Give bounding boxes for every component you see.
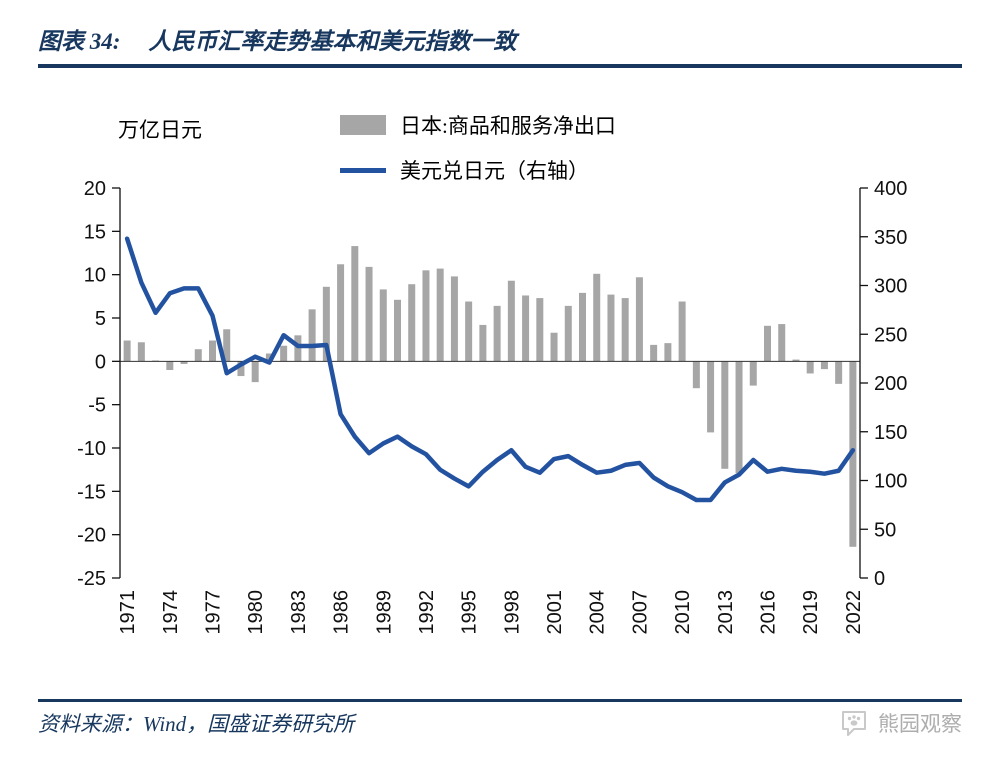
svg-text:2013: 2013: [715, 590, 737, 635]
svg-text:1986: 1986: [331, 590, 353, 635]
axis-unit-label: 万亿日元: [118, 118, 202, 142]
watermark: 熊园观察: [839, 708, 962, 738]
svg-text:1980: 1980: [245, 590, 267, 635]
svg-text:2022: 2022: [843, 590, 865, 635]
legend-bar-label: 日本:商品和服务净出口: [400, 114, 616, 138]
svg-text:2010: 2010: [672, 590, 694, 635]
svg-text:15: 15: [84, 221, 106, 243]
svg-text:-10: -10: [77, 438, 106, 460]
legend-item-line: 美元兑日元（右轴）: [340, 155, 616, 185]
right-axis: 400 350 300 250 200 150 100 50 0: [859, 178, 907, 590]
chart-canvas: 20151050-5-10-15-20-25400350300250200150…: [77, 178, 907, 635]
svg-text:150: 150: [874, 422, 907, 444]
top-rule: [38, 64, 962, 68]
svg-text:1971: 1971: [117, 590, 139, 635]
bar-swatch-icon: [340, 115, 386, 135]
svg-text:2001: 2001: [544, 590, 566, 635]
figure-label: 图表 34:: [38, 29, 121, 54]
svg-text:2019: 2019: [800, 590, 822, 635]
usdjpy-line: [124, 236, 856, 503]
left-axis: 20 15 10 5 0 -5 -10 -15 -20 -25: [77, 178, 121, 590]
svg-text:350: 350: [874, 227, 907, 249]
watermark-text: 熊园观察: [878, 712, 962, 736]
chart-header: 图表 34: 人民币汇率走势基本和美元指数一致: [38, 22, 516, 56]
svg-text:-15: -15: [77, 481, 106, 503]
bar-series: [123, 246, 857, 547]
legend-line-label: 美元兑日元（右轴）: [400, 159, 589, 183]
svg-text:5: 5: [95, 308, 106, 330]
svg-text:1992: 1992: [416, 590, 438, 635]
svg-text:1995: 1995: [459, 590, 481, 635]
svg-text:400: 400: [874, 178, 907, 200]
svg-text:-5: -5: [88, 395, 106, 417]
svg-text:1977: 1977: [203, 590, 225, 635]
svg-text:2007: 2007: [629, 590, 651, 635]
svg-text:0: 0: [874, 568, 885, 590]
page-title: 人民币汇率走势基本和美元指数一致: [148, 29, 517, 54]
svg-text:2004: 2004: [587, 590, 609, 635]
svg-text:1989: 1989: [373, 590, 395, 635]
svg-text:-20: -20: [77, 525, 106, 547]
line-swatch-icon: [340, 167, 386, 173]
svg-text:2016: 2016: [758, 590, 780, 635]
svg-text:20: 20: [84, 178, 106, 200]
svg-text:50: 50: [874, 519, 896, 541]
svg-text:1983: 1983: [288, 590, 310, 635]
svg-text:200: 200: [874, 373, 907, 395]
footer: 资料来源：Wind，国盛证券研究所 熊园观察: [38, 708, 962, 738]
svg-text:300: 300: [874, 276, 907, 298]
svg-text:1998: 1998: [501, 590, 523, 635]
svg-text:100: 100: [874, 471, 907, 493]
svg-text:250: 250: [874, 324, 907, 346]
legend: 日本:商品和服务净出口 美元兑日元（右轴）: [340, 110, 616, 185]
svg-text:0: 0: [95, 351, 106, 373]
x-axis-labels: 1971 1974 1977 1980 1983 1986 1989 1992 1995 1998…: [117, 590, 865, 635]
bottom-rule: [38, 699, 962, 702]
paw-logo-icon: [842, 711, 866, 736]
svg-text:-25: -25: [77, 568, 106, 590]
source-text: 资料来源：Wind，国盛证券研究所: [38, 712, 355, 736]
legend-item-bar: 日本:商品和服务净出口: [340, 110, 616, 140]
svg-text:1974: 1974: [160, 590, 182, 635]
svg-text:10: 10: [84, 265, 106, 287]
